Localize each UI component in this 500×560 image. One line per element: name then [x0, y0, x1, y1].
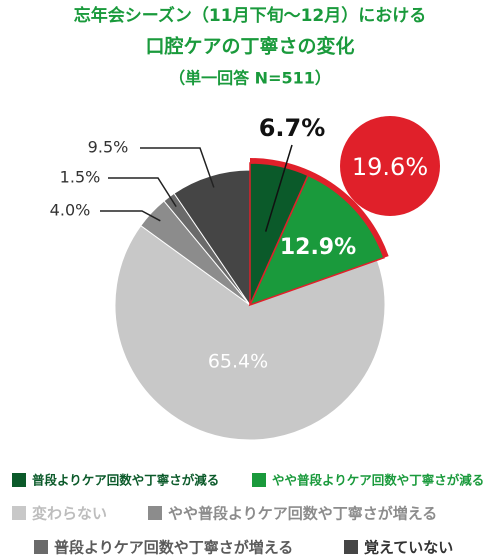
- leader-line: [264, 144, 293, 232]
- leader-line: [100, 210, 161, 222]
- legend-swatch: [344, 540, 358, 554]
- chart-note: （単一回答 N=511）: [169, 69, 331, 88]
- value-label: 1.5%: [60, 168, 101, 187]
- legend-label: 覚えていない: [364, 539, 453, 557]
- legend-swatch: [12, 473, 26, 487]
- value-label: 9.5%: [88, 138, 129, 157]
- value-label: 6.7%: [259, 114, 326, 142]
- leader-line: [140, 147, 215, 188]
- chart-subtitle: 口腔ケアの丁寧さの変化: [145, 35, 354, 58]
- legend-label: 変わらない: [32, 505, 107, 523]
- legend-label: 普段よりケア回数や丁寧さが減る: [32, 473, 219, 488]
- legend-label: やや普段よりケア回数や丁寧さが減る: [272, 473, 484, 488]
- pie-slice: [248, 174, 385, 307]
- pie-slice: [114, 224, 386, 441]
- legend-label: 普段よりケア回数や丁寧さが増える: [54, 539, 293, 557]
- callout-label: 19.6%: [352, 153, 428, 181]
- legend-swatch: [148, 506, 162, 520]
- leader-line: [108, 177, 177, 208]
- value-label: 12.9%: [280, 235, 356, 260]
- legend-swatch: [252, 473, 266, 487]
- callout-bubble: [340, 116, 440, 216]
- legend-swatch: [34, 540, 48, 554]
- chart-title: 忘年会シーズン（11月下旬〜12月）における: [74, 5, 426, 26]
- legend-label: やや普段よりケア回数や丁寧さが増える: [168, 505, 437, 523]
- value-label: 65.4%: [208, 351, 268, 373]
- legend-swatch: [12, 506, 26, 520]
- value-label: 4.0%: [50, 201, 91, 220]
